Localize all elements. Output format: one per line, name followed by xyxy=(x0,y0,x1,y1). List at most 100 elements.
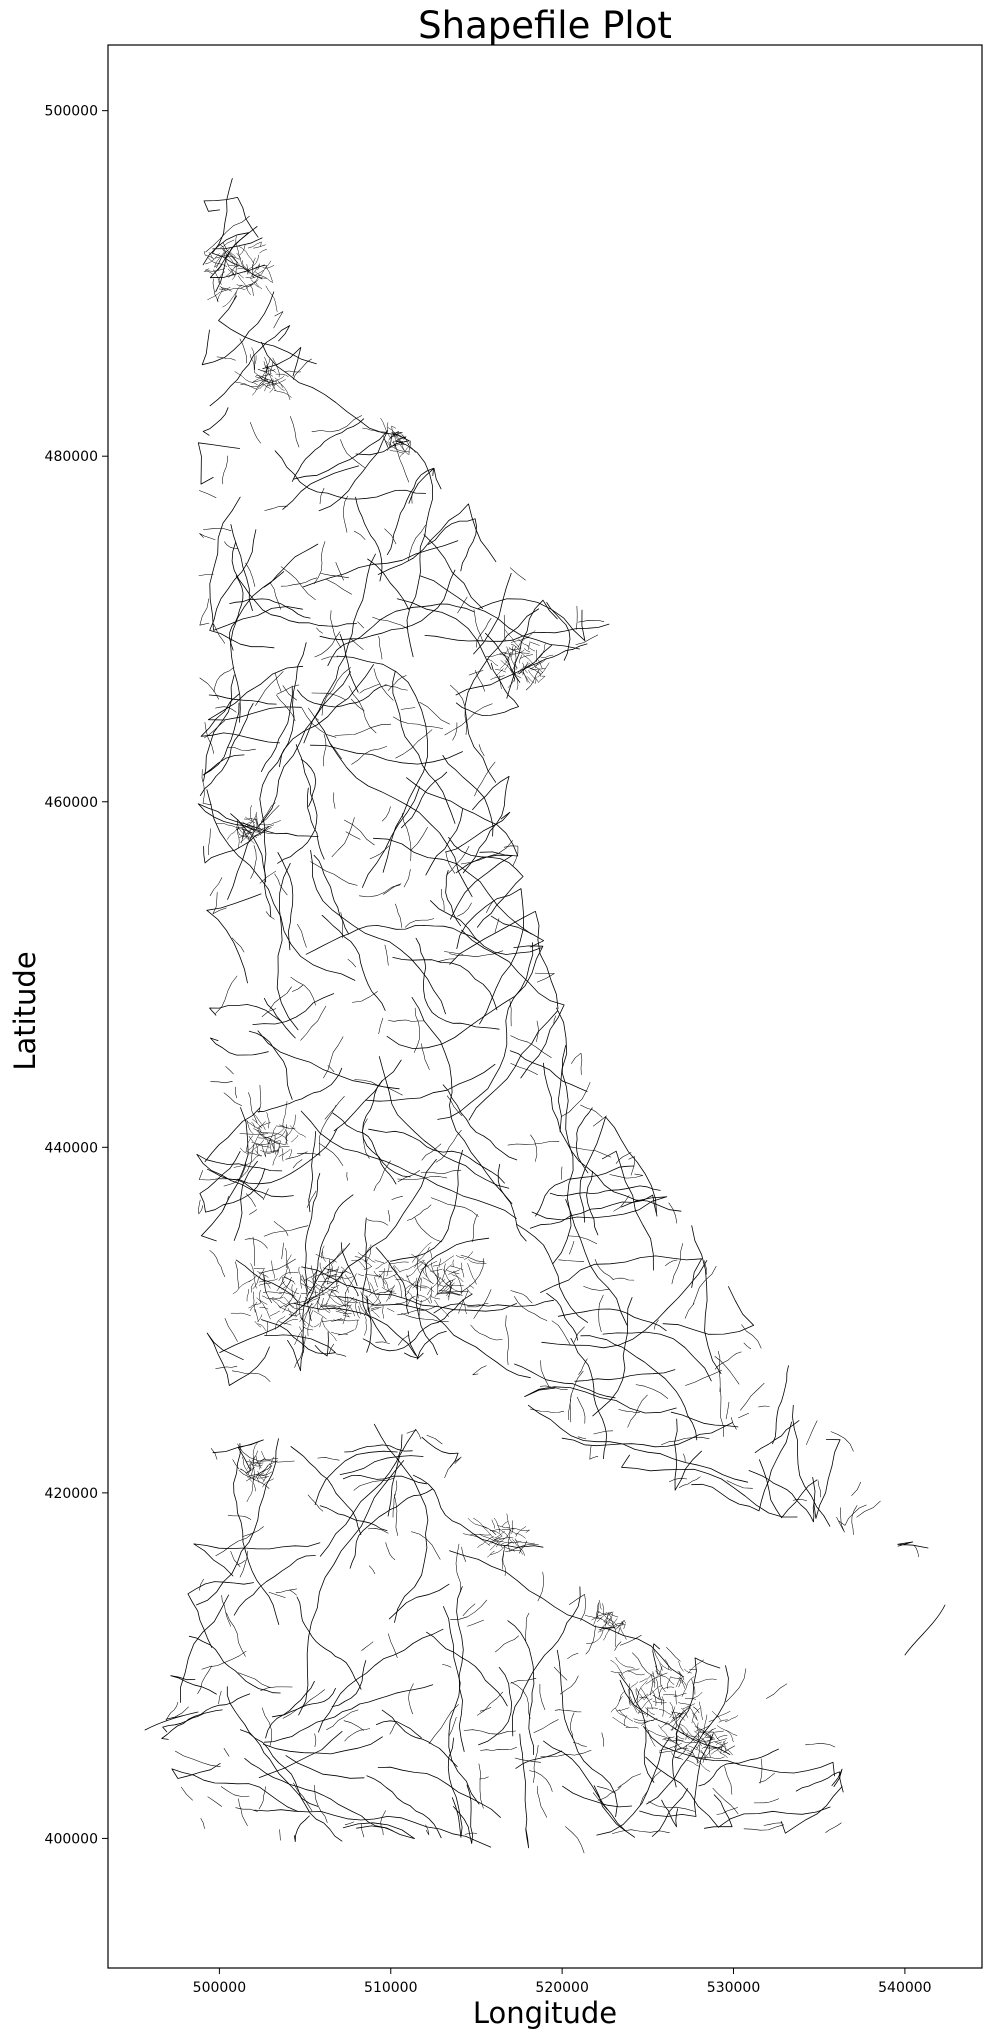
road-line xyxy=(675,1690,677,1705)
road-line xyxy=(240,829,246,844)
road-line xyxy=(462,775,510,874)
road-line xyxy=(448,837,524,928)
road-line xyxy=(685,1369,722,1386)
road-line xyxy=(260,802,276,823)
road-line xyxy=(394,443,410,483)
road-line xyxy=(284,1296,315,1308)
road-line xyxy=(670,1726,678,1731)
road-line xyxy=(345,831,361,840)
road-line xyxy=(313,854,350,935)
road-line xyxy=(279,1829,281,1841)
road-line xyxy=(408,1683,414,1715)
road-line xyxy=(387,1308,395,1313)
road-line xyxy=(391,1195,403,1200)
road-line xyxy=(410,1531,441,1560)
road-line xyxy=(387,675,407,691)
road-line xyxy=(669,1706,676,1719)
road-line xyxy=(311,1265,317,1280)
road-line xyxy=(426,1435,443,1445)
road-line xyxy=(718,1719,728,1723)
road-line xyxy=(314,1733,317,1747)
road-line xyxy=(480,1747,517,1751)
road-line xyxy=(261,1008,277,1018)
road-line xyxy=(223,1195,229,1210)
road-line xyxy=(247,1463,251,1476)
road-line xyxy=(303,1271,318,1281)
road-line xyxy=(261,1319,336,1355)
road-line xyxy=(351,1258,362,1261)
road-line xyxy=(200,1107,249,1242)
road-line xyxy=(437,1281,453,1294)
road-line xyxy=(627,1394,648,1428)
road-line xyxy=(432,1255,455,1267)
road-line xyxy=(913,1544,920,1558)
road-line xyxy=(316,627,323,634)
road-line xyxy=(507,670,516,688)
road-line xyxy=(743,1342,752,1350)
road-line xyxy=(597,1616,608,1624)
road-line xyxy=(494,1538,503,1549)
road-line xyxy=(676,1713,686,1721)
road-line xyxy=(323,733,327,767)
road-line xyxy=(475,670,486,692)
road-line xyxy=(684,1697,696,1700)
road-line xyxy=(393,1264,401,1273)
road-line xyxy=(260,1460,295,1463)
road-line xyxy=(363,1294,375,1306)
road-line xyxy=(525,669,540,691)
road-line xyxy=(276,1125,296,1129)
road-line xyxy=(374,1259,384,1264)
road-line xyxy=(462,1603,476,1616)
road-line xyxy=(246,1193,256,1207)
road-line xyxy=(425,808,463,876)
road-line xyxy=(639,1678,647,1683)
road-line xyxy=(301,1279,319,1294)
road-line xyxy=(215,975,238,1014)
road-line xyxy=(236,821,240,835)
y-tick-label: 420000 xyxy=(45,1486,98,1502)
road-line xyxy=(597,1786,622,1801)
road-line xyxy=(659,1673,666,1693)
road-line xyxy=(677,1670,682,1677)
road-line xyxy=(620,1626,627,1640)
road-line xyxy=(249,1209,257,1215)
road-line xyxy=(442,1280,469,1292)
road-line xyxy=(321,1318,337,1342)
road-line xyxy=(436,1282,450,1287)
road-line xyxy=(212,237,263,250)
road-line xyxy=(329,1261,333,1271)
road-line xyxy=(448,1717,457,1737)
road-line xyxy=(367,1293,380,1312)
road-line xyxy=(202,407,229,436)
road-line xyxy=(261,1707,272,1748)
road-line xyxy=(255,671,284,706)
road-line xyxy=(652,1690,657,1706)
road-line xyxy=(365,1298,369,1313)
road-line xyxy=(655,1666,663,1679)
road-line xyxy=(603,1629,610,1641)
road-line xyxy=(669,1737,694,1754)
road-line xyxy=(457,902,472,917)
road-line xyxy=(300,1110,517,1219)
road-line xyxy=(615,1620,623,1630)
road-line xyxy=(291,418,365,482)
road-line xyxy=(478,744,485,757)
road-line xyxy=(259,1464,273,1474)
road-line xyxy=(386,422,389,431)
road-line xyxy=(658,1709,671,1715)
road-line xyxy=(199,533,216,540)
road-line xyxy=(486,901,494,913)
road-line xyxy=(419,702,450,725)
road-line xyxy=(357,1273,365,1276)
road-line xyxy=(199,1151,266,1213)
road-line xyxy=(276,1145,281,1153)
road-line xyxy=(220,287,232,292)
road-line xyxy=(468,1259,487,1265)
road-line xyxy=(307,707,319,721)
road-line xyxy=(314,1331,329,1357)
road-line xyxy=(602,1626,617,1628)
road-line xyxy=(444,1282,455,1292)
road-line xyxy=(242,812,258,829)
road-line xyxy=(265,379,286,387)
